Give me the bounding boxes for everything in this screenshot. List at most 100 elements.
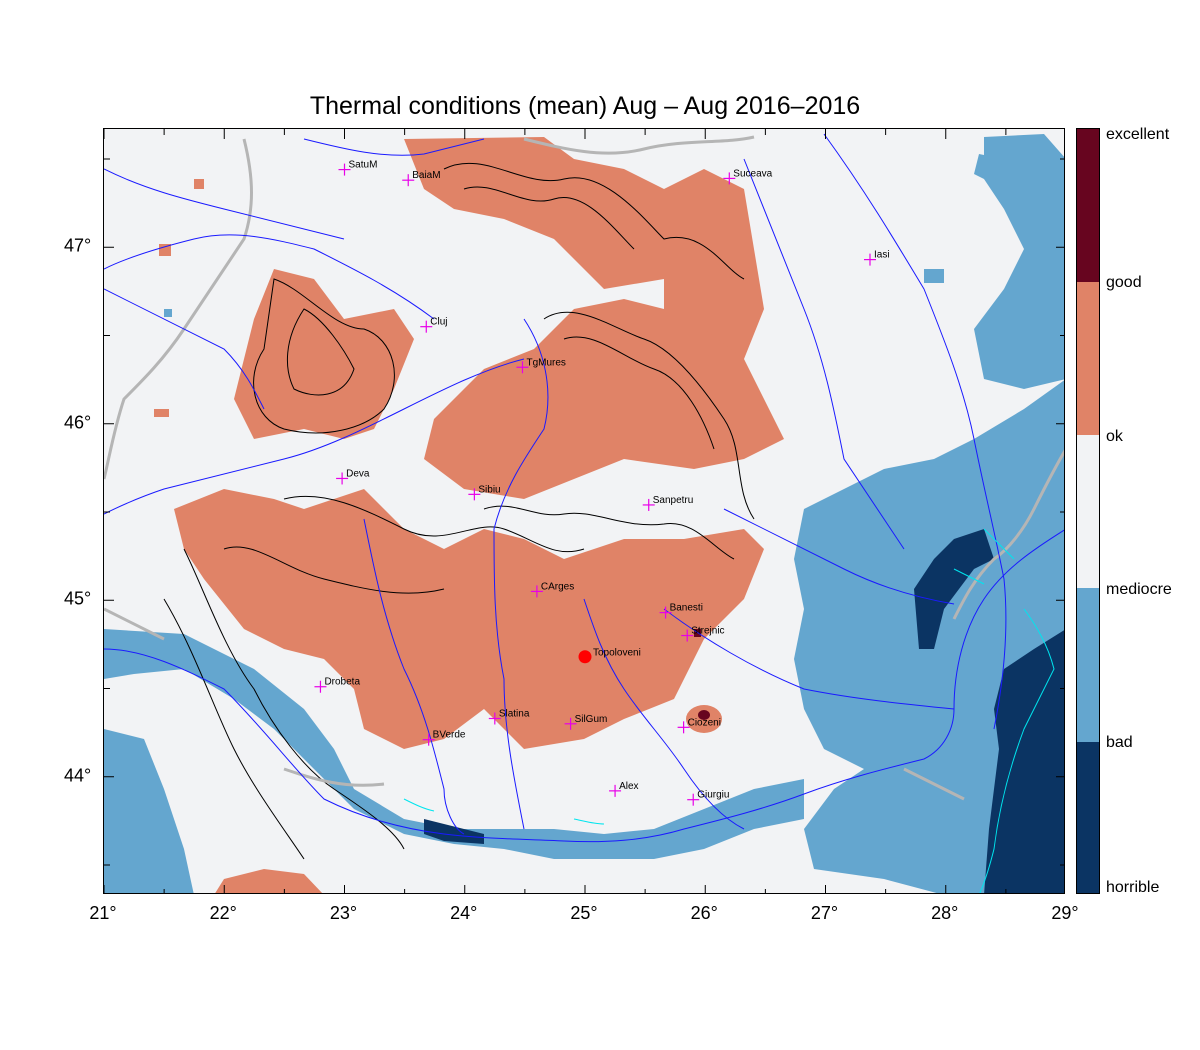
city-marker-iasi: Iasi (863, 250, 890, 266)
lon-tick-label: 29° (1051, 903, 1079, 923)
city-marker-alex: Alex (609, 781, 639, 797)
station-marker[interactable]: Topoloveni (578, 648, 641, 664)
city-label: BaiaM (412, 170, 440, 181)
river-crisul (104, 288, 265, 410)
city-label: Suceava (733, 168, 772, 179)
border-hungary (104, 138, 253, 480)
city-marker-slatina: Slatina (488, 709, 530, 725)
elevation-contours (163, 162, 755, 860)
legend-swatch (1077, 282, 1099, 435)
city-marker-silgum: SilGum (564, 714, 608, 730)
city-label: TgMures (526, 357, 565, 368)
lat-tick-label: 46° (64, 412, 92, 433)
city-label: Ciozeni (688, 717, 721, 728)
region-mediocre-southwest (104, 729, 194, 893)
coast-delta (953, 528, 1015, 585)
city-marker-cluj: Cluj (420, 317, 448, 333)
contour-southwest (183, 548, 405, 850)
axis-ticks (104, 129, 1064, 893)
city-marker-sanpetru: Sanpetru (642, 495, 694, 511)
contour-west (253, 278, 395, 434)
lon-tick-label: 26° (690, 903, 718, 923)
region-mediocre-danube (104, 629, 804, 859)
contour-north (443, 162, 745, 280)
city-label: Sanpetru (653, 495, 694, 506)
city-marker-sibiu: Sibiu (468, 484, 501, 501)
legend-swatch (1077, 742, 1099, 893)
legend-label-excellent: excellent (1106, 126, 1170, 143)
contour-north-2 (463, 186, 635, 250)
border-bulgaria (283, 767, 965, 801)
river-prut (823, 133, 1007, 730)
thermal-map[interactable]: SatuM BaiaM Suceava Iasi Cluj TgMures Deva Sibi… (104, 129, 1065, 894)
lon-tick-label: 24° (450, 903, 478, 923)
legend-colorbar (1076, 128, 1100, 894)
region-ok-center (424, 299, 784, 499)
rivers (104, 133, 1064, 843)
region-mediocre-patch-1 (974, 154, 1004, 184)
city-marker-tgmures: TgMures (516, 357, 566, 374)
lon-tick-label: 21° (89, 903, 117, 923)
city-label: Strejnic (691, 626, 724, 637)
lon-tick-label: 25° (570, 903, 598, 923)
city-marker-giurgiu: Giurgiu (687, 790, 729, 806)
region-mediocre-northeast (974, 134, 1064, 389)
region-ok-north (404, 137, 764, 359)
contour-carpathians (543, 311, 755, 520)
city-label: Alex (619, 781, 638, 792)
river-tisza (303, 138, 485, 156)
city-label: SilGum (575, 714, 608, 725)
river-arges (583, 598, 745, 830)
thermal-regions (104, 134, 1064, 893)
city-label: CArges (541, 581, 574, 592)
lat-tick-label: 47° (64, 235, 92, 256)
region-ok-small-5 (159, 244, 171, 256)
city-markers: SatuM BaiaM Suceava Iasi Cluj TgMures Deva Sibi… (314, 160, 890, 806)
city-label: Iasi (874, 250, 890, 261)
lon-tick-label: 28° (931, 903, 959, 923)
city-marker-drobeta: Drobeta (314, 677, 360, 693)
city-label: Banesti (670, 603, 703, 614)
legend-swatch (1077, 588, 1099, 742)
city-label: BVerde (433, 730, 466, 741)
lat-tick-label: 45° (64, 588, 92, 609)
city-marker-baiam: BaiaM (402, 170, 441, 187)
region-ok-west-mountains (234, 269, 414, 439)
river-danube (104, 529, 1064, 843)
contour-west-2 (286, 308, 355, 396)
city-marker-suceava: Suceava (723, 168, 773, 185)
lat-tick-label: 44° (64, 765, 92, 786)
border-ukraine-north (523, 135, 755, 155)
city-label: Slatina (499, 709, 530, 720)
city-marker-bverde: BVerde (422, 730, 466, 746)
city-label: Giurgiu (697, 790, 729, 801)
map-panel[interactable]: SatuM BaiaM Suceava Iasi Cluj TgMures Deva Sibi… (103, 128, 1065, 894)
river-mures (104, 358, 525, 515)
legend-swatch (1077, 129, 1099, 282)
region-ok-southwest (174, 489, 764, 749)
legend-label-bad: bad (1106, 734, 1133, 751)
lon-tick-label: 27° (810, 903, 839, 923)
river-somes (104, 234, 435, 320)
city-label: Deva (346, 468, 370, 479)
region-mediocre-patch-3 (164, 309, 172, 317)
river-ialomita (663, 608, 955, 710)
river-olt (493, 318, 549, 830)
contour-south (283, 495, 585, 553)
map-title: Thermal conditions (mean) Aug – Aug 2016… (309, 92, 861, 120)
river-northwest (104, 168, 345, 240)
station-label: Topoloveni (593, 648, 641, 659)
coast-danube-lakes (403, 798, 605, 825)
region-excellent-1 (698, 710, 710, 720)
contour-southwest-2 (163, 598, 305, 860)
legend-label-horrible: horrible (1106, 879, 1160, 896)
city-marker-ciozeni: Ciozeni (677, 717, 721, 734)
contour-carpathians-2 (563, 336, 715, 450)
region-horrible-danube (424, 819, 484, 844)
contour-bucegi (483, 505, 735, 560)
region-ok-small-1 (215, 869, 323, 893)
city-label: Drobeta (324, 677, 360, 688)
city-label: Sibiu (478, 484, 500, 495)
lon-tick-label: 22° (209, 903, 237, 923)
city-marker-banesti: Banesti (659, 603, 703, 619)
